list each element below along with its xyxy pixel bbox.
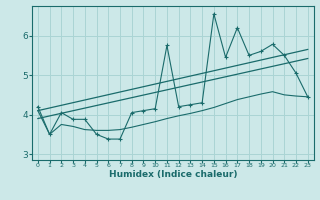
X-axis label: Humidex (Indice chaleur): Humidex (Indice chaleur) (108, 170, 237, 179)
